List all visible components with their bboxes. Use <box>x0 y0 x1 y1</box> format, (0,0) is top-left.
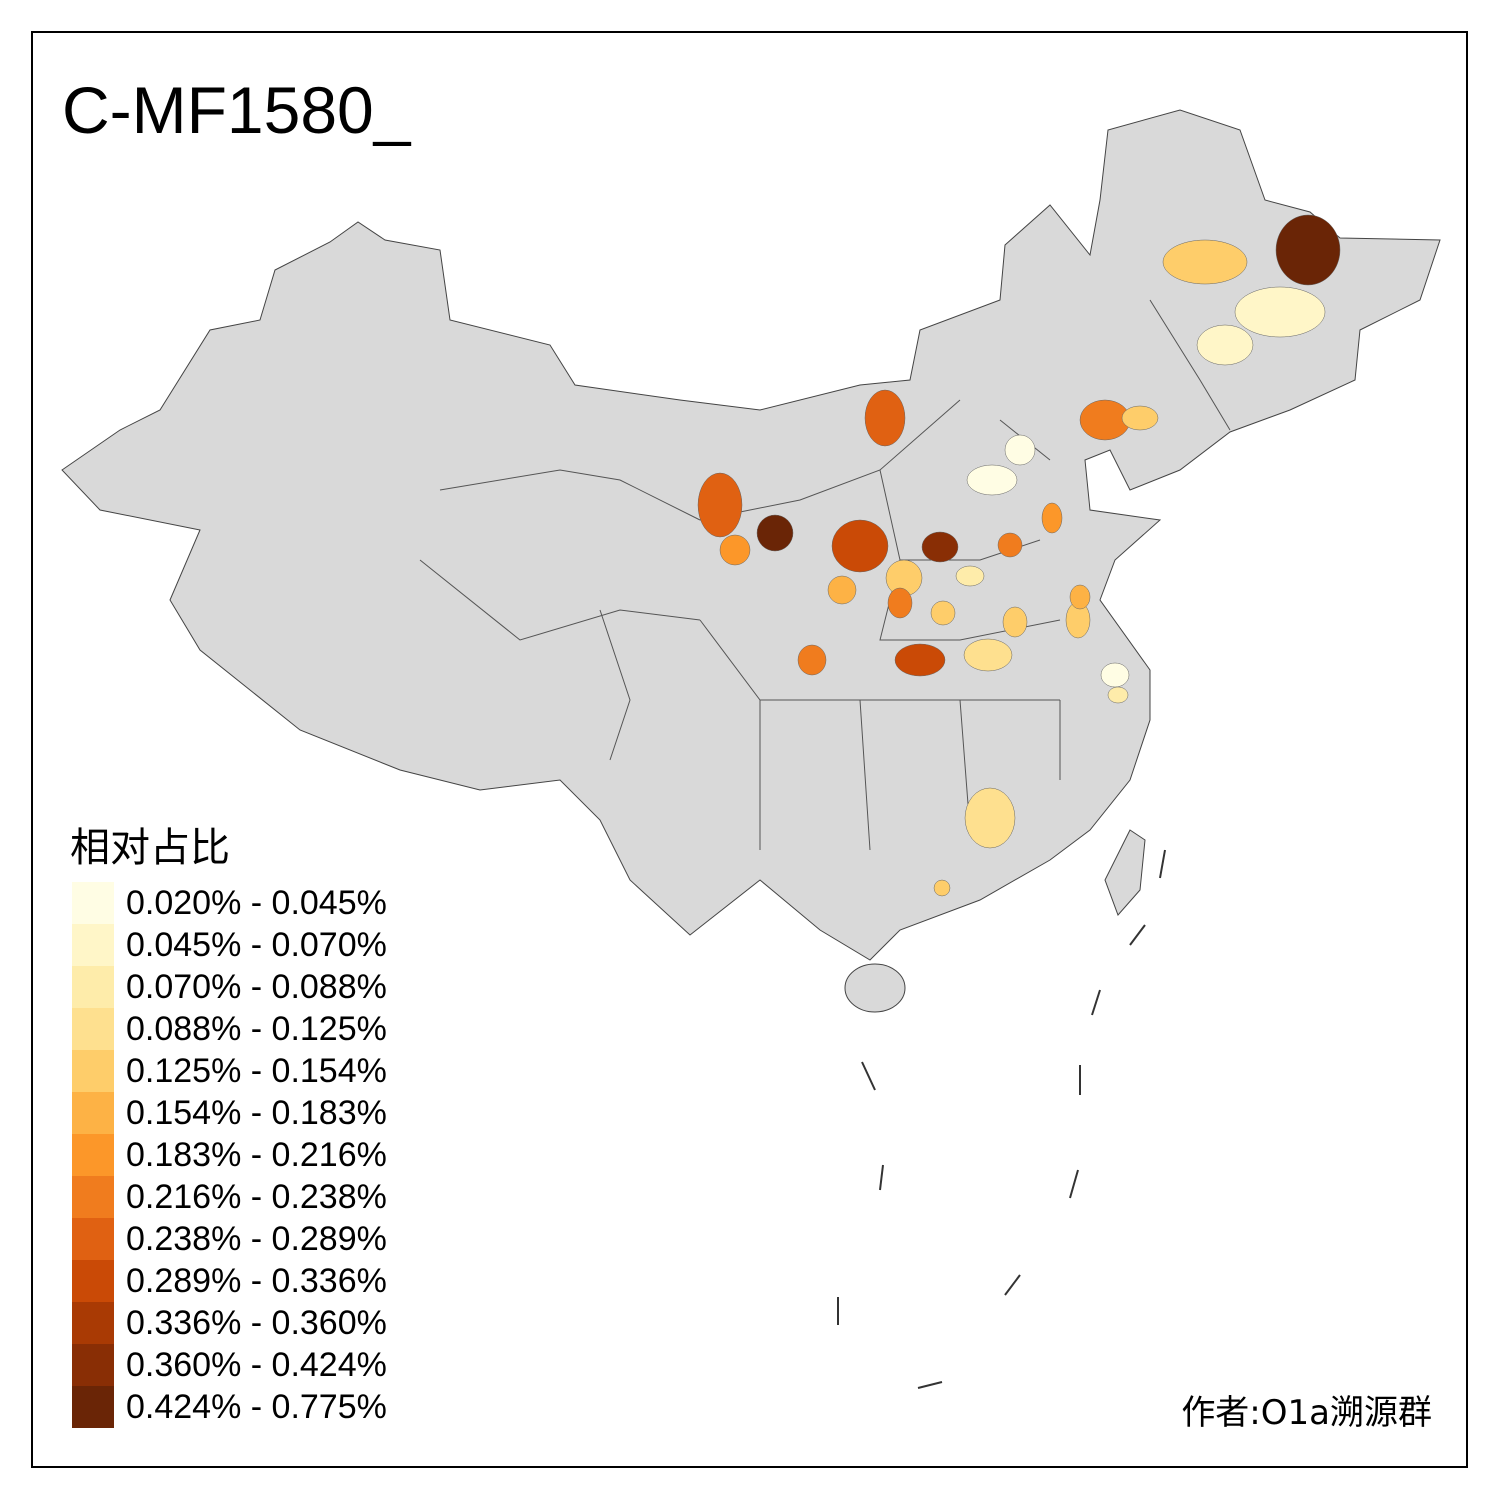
legend-label: 0.424% - 0.775% <box>126 1387 387 1426</box>
region-shape <box>933 879 951 897</box>
legend-title: 相对占比 <box>70 825 230 871</box>
region-shape <box>894 643 946 677</box>
region-shape <box>1004 434 1036 466</box>
china-mainland <box>61 109 1441 961</box>
hainan-island <box>844 963 906 1013</box>
legend-swatch <box>72 1134 114 1176</box>
legend-swatch <box>72 1050 114 1092</box>
author-credit: 作者:O1a溯源群 <box>1181 1393 1432 1433</box>
legend-label: 0.045% - 0.070% <box>126 925 387 964</box>
legend-swatch <box>72 1386 114 1428</box>
legend-label: 0.336% - 0.360% <box>126 1303 387 1342</box>
legend-swatch <box>72 1008 114 1050</box>
region-shape <box>1234 286 1326 338</box>
region-shape <box>1100 662 1130 688</box>
legend-label: 0.020% - 0.045% <box>126 883 387 922</box>
legend-item: 0.424% - 0.775% <box>72 1386 387 1428</box>
legend-swatch <box>72 966 114 1008</box>
region-shape <box>797 644 827 676</box>
legend-swatch <box>72 1092 114 1134</box>
region-shape <box>1069 584 1091 610</box>
region-shape <box>887 587 913 619</box>
region-shape <box>921 531 959 563</box>
legend-swatch <box>72 1176 114 1218</box>
legend-item: 0.289% - 0.336% <box>72 1260 387 1302</box>
legend-item: 0.183% - 0.216% <box>72 1134 387 1176</box>
legend-swatch <box>72 1344 114 1386</box>
legend-item: 0.125% - 0.154% <box>72 1050 387 1092</box>
legend-item: 0.336% - 0.360% <box>72 1302 387 1344</box>
region-shape <box>1162 239 1248 285</box>
legend-label: 0.216% - 0.238% <box>126 1177 387 1216</box>
legend-swatch <box>72 1302 114 1344</box>
legend-item: 0.154% - 0.183% <box>72 1092 387 1134</box>
region-shape <box>827 575 857 605</box>
legend-label: 0.125% - 0.154% <box>126 1051 387 1090</box>
region-shape <box>1041 502 1063 534</box>
legend-item: 0.070% - 0.088% <box>72 966 387 1008</box>
region-shape <box>997 532 1023 558</box>
region-shape <box>1275 214 1341 286</box>
region-shape <box>930 600 956 626</box>
legend-item: 0.360% - 0.424% <box>72 1344 387 1386</box>
region-shape <box>756 514 794 552</box>
legend-swatch <box>72 1218 114 1260</box>
legend-label: 0.289% - 0.336% <box>126 1261 387 1300</box>
region-shape <box>1121 405 1159 431</box>
region-shape <box>966 464 1018 496</box>
south-china-sea-dashes <box>837 849 1166 1389</box>
region-shape <box>1002 606 1028 638</box>
legend-swatch <box>72 924 114 966</box>
region-shape <box>1107 686 1129 704</box>
legend-item: 0.238% - 0.289% <box>72 1218 387 1260</box>
legend-label: 0.238% - 0.289% <box>126 1219 387 1258</box>
legend-label: 0.070% - 0.088% <box>126 967 387 1006</box>
region-shape <box>719 534 751 566</box>
legend-swatch <box>72 1260 114 1302</box>
region-shape <box>955 565 985 587</box>
region-shape <box>864 389 906 447</box>
region-shape <box>697 472 743 538</box>
region-shape <box>964 787 1016 849</box>
region-shape <box>1196 324 1254 366</box>
legend-label: 0.360% - 0.424% <box>126 1345 387 1384</box>
legend-item: 0.045% - 0.070% <box>72 924 387 966</box>
legend-label: 0.183% - 0.216% <box>126 1135 387 1174</box>
region-shape <box>831 519 889 573</box>
legend-item: 0.216% - 0.238% <box>72 1176 387 1218</box>
legend-item: 0.088% - 0.125% <box>72 1008 387 1050</box>
legend-item: 0.020% - 0.045% <box>72 882 387 924</box>
legend-swatch <box>72 882 114 924</box>
map-frame <box>31 31 1468 1468</box>
taiwan-island <box>1104 829 1146 916</box>
legend: 0.020% - 0.045% 0.045% - 0.070% 0.070% - 0… <box>72 882 387 1428</box>
map-title: C-MF1580_ <box>62 73 411 147</box>
region-shape <box>963 638 1013 672</box>
legend-label: 0.154% - 0.183% <box>126 1093 387 1132</box>
legend-label: 0.088% - 0.125% <box>126 1009 387 1048</box>
